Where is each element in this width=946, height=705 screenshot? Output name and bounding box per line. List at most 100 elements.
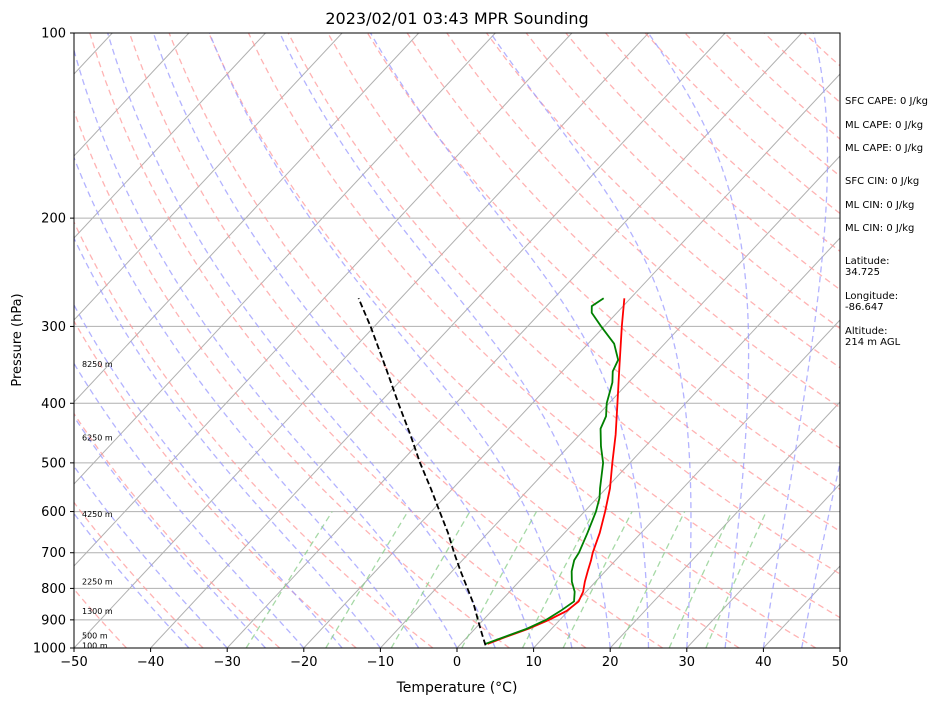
dry-adiabat — [247, 33, 840, 619]
moist-adiabat — [647, 33, 750, 648]
isotherm-line — [74, 33, 649, 648]
y-tick-label: 1000 — [33, 642, 66, 657]
y-tick-label: 100 — [41, 27, 66, 42]
x-tick-label: 20 — [602, 655, 619, 670]
x-ticks: −50 −40 −30 −20 −10 0 10 20 30 40 50 — [60, 648, 848, 670]
x-tick-label: 40 — [755, 655, 772, 670]
info-line: -86.647 — [845, 302, 884, 313]
isotherm-line — [380, 155, 840, 648]
mixing-ratio-line — [705, 511, 767, 648]
info-line: ML CIN: 0 J/kg — [845, 223, 914, 234]
y-tick-label: 800 — [41, 582, 66, 597]
info-line: ML CAPE: 0 J/kg — [845, 120, 923, 131]
chart-title: 2023/02/01 03:43 MPR Sounding — [325, 9, 588, 28]
isotherm-line — [686, 483, 840, 648]
mixing-ratio-line — [618, 511, 686, 648]
x-tick-label: −30 — [213, 655, 240, 670]
dry-adiabat — [74, 501, 204, 648]
x-tick-label: −50 — [60, 655, 87, 670]
parcel-line — [357, 297, 487, 646]
info-line: 214 m AGL — [845, 337, 901, 348]
moist-adiabat — [490, 33, 692, 648]
moist-adiabat — [801, 460, 840, 648]
mixing-ratio-line — [390, 511, 471, 648]
isotherm-line — [609, 401, 840, 648]
dry-adiabat — [366, 33, 840, 491]
info-panel: SFC CAPE: 0 J/kg ML CAPE: 0 J/kg ML CAPE: … — [845, 96, 928, 348]
dry-adiabat — [406, 33, 840, 449]
x-axis-label: Temperature (°C) — [396, 680, 518, 696]
background-lines — [74, 33, 840, 648]
isotherm-line — [74, 33, 573, 567]
info-line: Longitude: — [845, 291, 898, 302]
moist-adiabat — [107, 33, 496, 648]
dry-adiabat — [208, 33, 817, 648]
dry-adiabat — [525, 33, 840, 330]
x-tick-label: −10 — [367, 655, 394, 670]
temperature-line — [487, 298, 626, 645]
mixing-ratio-line — [245, 511, 333, 648]
dry-adiabat — [74, 109, 510, 648]
isotherm-line — [533, 319, 840, 648]
mixing-ratio-line — [461, 511, 538, 648]
info-line: 34.725 — [845, 267, 880, 278]
moist-adiabat — [74, 47, 458, 648]
info-line: ML CIN: 0 J/kg — [845, 200, 914, 211]
x-tick-label: −20 — [290, 655, 317, 670]
isotherm-line — [74, 33, 190, 157]
info-line: Altitude: — [845, 326, 887, 337]
info-line: Latitude: — [845, 256, 890, 267]
info-line: SFC CIN: 0 J/kg — [845, 176, 919, 187]
height-label: 6250 m — [82, 434, 113, 443]
x-tick-label: −40 — [137, 655, 164, 670]
dry-adiabat — [168, 33, 740, 648]
height-label: 500 m — [82, 632, 108, 641]
dewpoint-line — [484, 297, 620, 645]
isotherm-line — [226, 33, 803, 648]
moist-adiabat — [74, 415, 266, 648]
height-label: 2250 m — [82, 578, 113, 587]
isotherm-line — [74, 33, 420, 403]
isotherm-line — [456, 237, 840, 648]
y-tick-label: 300 — [41, 320, 66, 335]
dry-adiabat — [446, 33, 840, 409]
info-line: ML CAPE: 0 J/kg — [845, 143, 923, 154]
series-layer — [357, 297, 626, 646]
y-tick-label: 700 — [41, 546, 66, 561]
moist-adiabat — [74, 362, 305, 648]
y-tick-label: 200 — [41, 212, 66, 227]
dry-adiabat — [89, 33, 587, 648]
moist-adiabat — [279, 33, 611, 648]
dry-adiabat — [74, 412, 281, 648]
mixing-ratio-line — [562, 511, 633, 648]
mixing-ratio-line — [325, 511, 409, 648]
x-tick-label: 0 — [453, 655, 461, 670]
isotherm-line — [303, 73, 840, 648]
moist-adiabat — [74, 303, 343, 648]
y-tick-label: 600 — [41, 505, 66, 520]
moist-adiabat — [369, 33, 650, 648]
y-tick-label: 400 — [41, 397, 66, 412]
moist-adiabat — [74, 155, 420, 648]
moist-adiabat — [74, 465, 228, 648]
dry-adiabat — [287, 33, 840, 575]
height-label: 4250 m — [82, 510, 113, 519]
height-label: 100 m — [82, 641, 108, 650]
dry-adiabat — [128, 33, 664, 648]
isotherm-line — [74, 33, 496, 485]
y-tick-label: 500 — [41, 456, 66, 471]
moist-adiabat — [74, 236, 381, 648]
moist-adiabat — [152, 33, 535, 648]
y-ticks: 100 200 300 400 500 600 700 800 900 1000 — [33, 27, 74, 657]
dry-adiabat — [486, 33, 840, 369]
moist-adiabat — [762, 33, 829, 648]
x-tick-label: 50 — [832, 655, 849, 670]
y-axis-label: Pressure (hPa) — [10, 293, 25, 386]
dry-adiabat — [327, 33, 840, 533]
x-tick-label: 10 — [525, 655, 542, 670]
info-line: SFC CAPE: 0 J/kg — [845, 96, 928, 107]
isotherm-line — [150, 33, 726, 648]
x-tick-label: 30 — [679, 655, 696, 670]
